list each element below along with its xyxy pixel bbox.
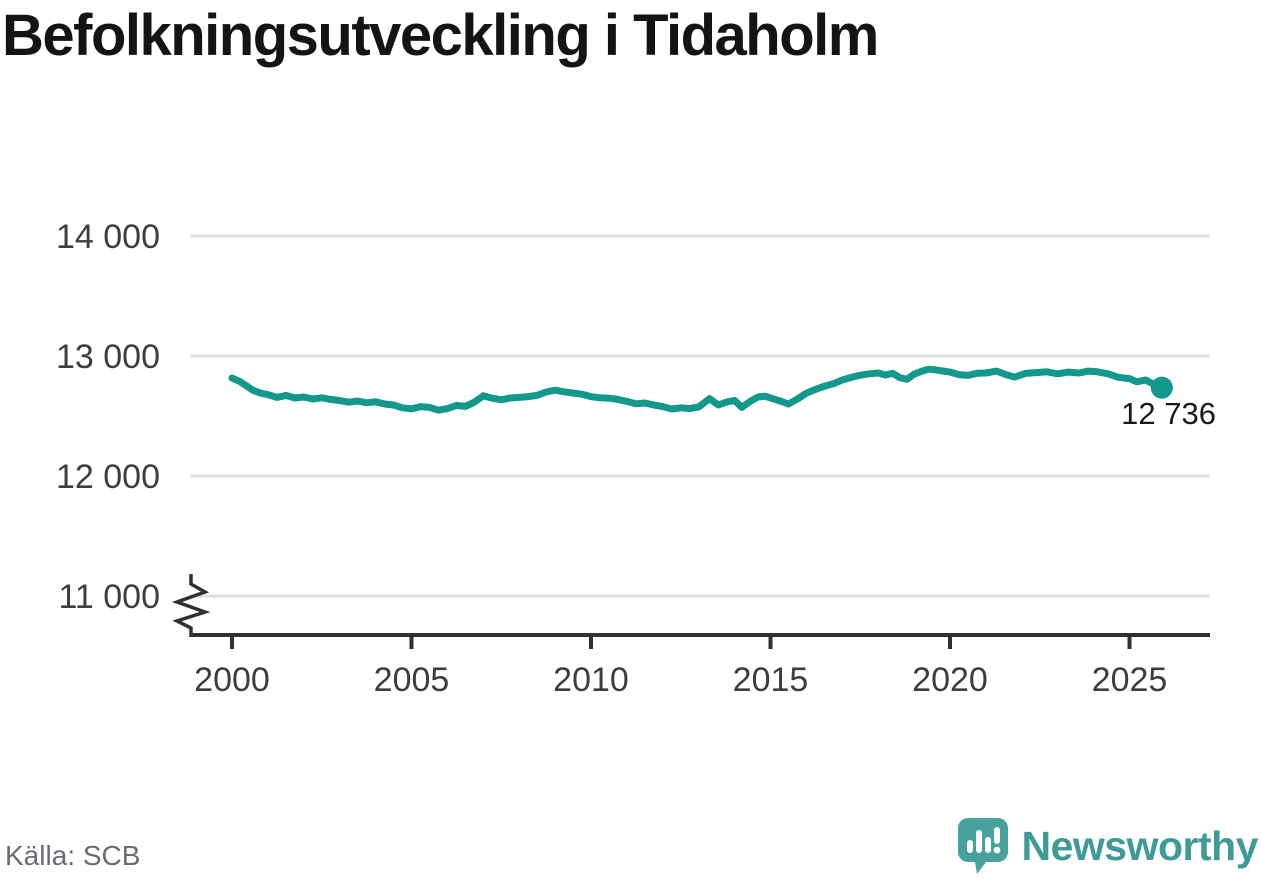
gridlines-group: 14 000 13 000 12 000 11 000 <box>56 218 1210 616</box>
x-axis-tick-label: 2020 <box>912 661 988 699</box>
x-axis-tick-label: 2010 <box>553 661 629 699</box>
x-axis-tick-label: 2015 <box>733 661 809 699</box>
axes-group: 2000 2005 2010 2015 2020 2025 <box>171 574 1210 699</box>
y-axis-tick-label: 14 000 <box>56 218 160 256</box>
x-axis-tick-label: 2000 <box>194 661 270 699</box>
axis-break-icon <box>171 574 211 637</box>
newsworthy-bubble-chart-icon <box>957 818 1008 874</box>
y-axis-tick-label: 11 000 <box>59 578 160 616</box>
source-note: Källa: SCB <box>5 840 141 871</box>
brand-name: Newsworthy <box>1021 822 1259 869</box>
end-point-dot <box>1150 376 1173 399</box>
newsworthy-logo: Newsworthy <box>956 815 1259 877</box>
series-group <box>228 365 1173 414</box>
page-title: Befolkningsutveckling i Tidaholm <box>2 3 879 68</box>
x-axis-tick-label: 2005 <box>374 661 450 699</box>
x-axis-tick-label: 2025 <box>1092 661 1168 699</box>
y-axis-tick-label: 12 000 <box>56 458 160 496</box>
population-line <box>228 365 1166 414</box>
y-axis-tick-label: 13 000 <box>56 338 160 376</box>
end-value-label: 12 736 <box>1121 396 1216 431</box>
